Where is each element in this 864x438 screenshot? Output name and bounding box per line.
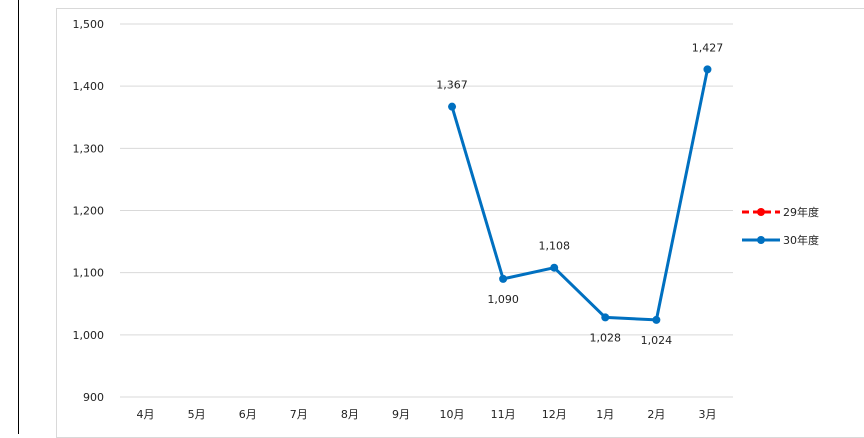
data-point [652,315,661,324]
x-tick-label: 5月 [188,408,206,421]
data-label: 1,028 [590,331,622,344]
x-tick-label: 6月 [239,408,257,421]
x-tick-label: 9月 [392,408,410,421]
data-point [601,313,610,322]
data-label: 1,108 [538,240,570,253]
data-labels: 1,367 1,090 1,108 1,028 1,024 1,427 [436,41,723,347]
y-tick-label: 1,200 [73,205,105,218]
chart-frame [18,0,864,438]
x-tick-label: 8月 [341,408,359,421]
y-tick-label: 1,100 [73,267,105,280]
y-tick-label: 1,000 [73,329,105,342]
y-tick-label: 1,500 [73,18,105,31]
chart-area [56,8,864,438]
legend-label-1: 30年度 [783,233,819,247]
data-point [703,65,712,74]
legend-marker-1 [757,236,765,244]
x-tick-label: 3月 [698,408,716,421]
x-tick-label: 11月 [491,408,516,421]
x-tick-label: 12月 [542,408,567,421]
y-axis-tick-labels: 900 1,000 1,100 1,200 1,300 1,400 1,500 [73,18,105,404]
gridlines [120,23,733,398]
y-tick-label: 900 [83,391,104,404]
data-label: 1,367 [436,79,468,92]
data-label: 1,427 [692,41,724,54]
y-tick-label: 1,400 [73,80,105,93]
series-points [448,65,712,324]
x-tick-label: 4月 [137,408,155,421]
y-tick-label: 1,300 [73,142,105,155]
series-line-1 [450,69,709,322]
data-point [499,274,508,283]
data-label: 1,024 [641,334,673,347]
data-label: 1,090 [487,293,519,306]
x-tick-label: 1月 [596,408,614,421]
x-tick-label: 10月 [440,408,465,421]
legend-label-0: 29年度 [783,205,819,219]
x-axis-tick-labels: 4月 5月 6月 7月 8月 9月 10月 11月 12月 1月 2月 3月 [137,408,717,421]
legend: 29年度 30年度 [742,205,819,247]
data-point [550,263,559,272]
legend-marker-0 [757,208,765,216]
x-tick-label: 2月 [647,408,665,421]
data-point [448,102,457,111]
series-lines [450,69,709,322]
x-tick-label: 7月 [290,408,308,421]
